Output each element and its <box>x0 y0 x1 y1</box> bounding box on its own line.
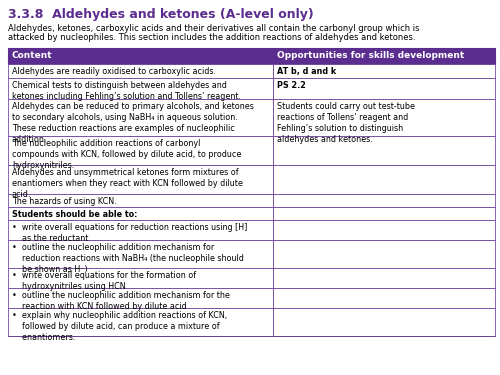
Text: AT b, d and k: AT b, d and k <box>278 67 336 76</box>
Bar <box>274 268 495 288</box>
Bar <box>8 240 274 268</box>
Bar <box>8 308 274 336</box>
Bar <box>8 288 274 308</box>
Bar <box>274 308 495 336</box>
Text: The hazards of using KCN.: The hazards of using KCN. <box>12 197 117 206</box>
Bar <box>274 207 495 220</box>
Text: •  write overall equations for the formation of
    hydroxynitriles using HCN: • write overall equations for the format… <box>12 271 196 291</box>
Bar <box>8 136 274 165</box>
Bar <box>8 64 274 78</box>
Text: •  explain why nucleophilic addition reactions of KCN,
    followed by dilute ac: • explain why nucleophilic addition reac… <box>12 311 227 342</box>
Text: Aldehydes, ketones, carboxylic acids and their derivatives all contain the carbo: Aldehydes, ketones, carboxylic acids and… <box>8 24 420 33</box>
Text: Students should be able to:: Students should be able to: <box>12 210 138 219</box>
Text: Aldehydes are readily oxidised to carboxylic acids.: Aldehydes are readily oxidised to carbox… <box>12 67 216 76</box>
Bar <box>8 194 274 207</box>
Bar <box>274 78 495 99</box>
Text: The nucleophilic addition reactions of carbonyl
compounds with KCN, followed by : The nucleophilic addition reactions of c… <box>12 139 241 170</box>
Bar <box>274 220 495 240</box>
Bar <box>274 136 495 165</box>
Text: 3.3.8  Aldehydes and ketones (A-level only): 3.3.8 Aldehydes and ketones (A-level onl… <box>8 8 314 21</box>
Bar <box>8 48 274 64</box>
Text: Aldehydes can be reduced to primary alcohols, and ketones
to secondary alcohols,: Aldehydes can be reduced to primary alco… <box>12 102 254 144</box>
Text: •  write overall equations for reduction reactions using [H]
    as the reductan: • write overall equations for reduction … <box>12 223 248 243</box>
Bar <box>274 48 495 64</box>
Text: PS 2.2: PS 2.2 <box>278 81 306 90</box>
Bar <box>8 165 274 194</box>
Bar <box>8 78 274 99</box>
Text: •  outline the nucleophilic addition mechanism for the
    reaction with KCN fol: • outline the nucleophilic addition mech… <box>12 291 230 311</box>
Bar <box>274 64 495 78</box>
Bar <box>274 194 495 207</box>
Text: Chemical tests to distinguish between aldehydes and
ketones including Fehling’s : Chemical tests to distinguish between al… <box>12 81 241 101</box>
Bar <box>274 240 495 268</box>
Text: attacked by nucleophiles. This section includes the addition reactions of aldehy: attacked by nucleophiles. This section i… <box>8 33 416 42</box>
Bar <box>8 99 274 136</box>
Bar <box>274 99 495 136</box>
Bar <box>8 268 274 288</box>
Text: Students could carry out test-tube
reactions of Tollens’ reagent and
Fehling’s s: Students could carry out test-tube react… <box>278 102 415 144</box>
Bar <box>274 165 495 194</box>
Text: Content: Content <box>12 51 52 60</box>
Text: Aldehydes and unsymmetrical ketones form mixtures of
enantiomers when they react: Aldehydes and unsymmetrical ketones form… <box>12 168 243 199</box>
Text: •  outline the nucleophilic addition mechanism for
    reduction reactions with : • outline the nucleophilic addition mech… <box>12 243 244 274</box>
Bar <box>274 288 495 308</box>
Bar <box>8 207 274 220</box>
Text: Opportunities for skills development: Opportunities for skills development <box>278 51 464 60</box>
Bar <box>8 220 274 240</box>
